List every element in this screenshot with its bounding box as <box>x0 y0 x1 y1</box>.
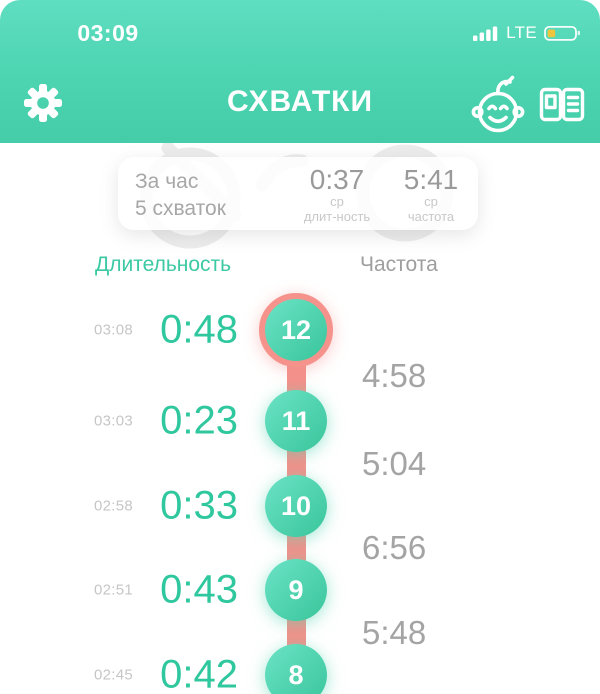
contraction-start-time: 02:51 <box>93 581 133 599</box>
contraction-bubble[interactable]: 12 <box>259 293 333 367</box>
contraction-duration: 0:23 <box>160 398 238 443</box>
avg-duration-value: 0:37 <box>309 164 365 195</box>
contraction-bubble[interactable]: 8 <box>265 644 327 694</box>
contraction-bubble[interactable]: 9 <box>265 559 327 621</box>
status-icons: LTE <box>473 23 584 43</box>
summary-period-line2: 5 схваток <box>135 197 226 220</box>
baby-mode-button[interactable] <box>469 74 527 136</box>
avg-duration-stat: 0:37 ср длит-ность <box>290 157 384 230</box>
interval-value: 6:56 <box>362 529 427 566</box>
column-header-duration: Длительность <box>95 253 232 276</box>
column-header-frequency: Частота <box>360 253 438 276</box>
contraction-start-time: 03:03 <box>93 412 133 430</box>
battery-icon <box>544 26 580 41</box>
contraction-start-time: 02:58 <box>93 497 133 515</box>
avg-frequency-stat: 5:41 ср частота <box>384 157 478 230</box>
summary-card: За час 5 схваток 0:37 ср длит-ность 5:41… <box>118 157 478 230</box>
summary-period: За час 5 схваток <box>135 168 290 230</box>
signal-strength-icon <box>473 26 498 41</box>
interval-value: 5:04 <box>362 445 427 482</box>
contraction-list[interactable]: 03:08 0:48 12 4:58 03:03 0:23 11 5:04 02… <box>0 280 600 694</box>
interval-value: 5:48 <box>362 614 427 651</box>
interval-value: 4:58 <box>362 357 427 394</box>
baby-face-icon <box>471 75 525 133</box>
page-title: СХВАТКИ <box>226 85 374 118</box>
contraction-number: 12 <box>280 314 312 345</box>
open-book-icon <box>539 87 585 122</box>
avg-frequency-label-2: частота <box>407 208 455 224</box>
contraction-duration: 0:43 <box>160 567 238 612</box>
header-actions <box>469 74 586 136</box>
contraction-start-time: 03:08 <box>93 321 133 339</box>
gear-icon <box>24 84 62 122</box>
contraction-start-time: 02:45 <box>93 666 133 684</box>
status-time: 03:09 <box>77 20 139 46</box>
contraction-number: 9 <box>288 574 304 605</box>
settings-button[interactable] <box>22 82 64 124</box>
avg-duration-label-2: длит-ность <box>303 208 371 224</box>
contraction-number: 8 <box>288 659 304 690</box>
contraction-duration: 0:42 <box>160 652 238 694</box>
avg-frequency-label-1: ср <box>424 194 438 209</box>
journal-button[interactable] <box>538 84 586 126</box>
header: 03:09 LTE <box>0 0 600 143</box>
contraction-number: 11 <box>281 405 311 436</box>
contraction-duration: 0:33 <box>160 483 238 528</box>
network-label: LTE <box>506 23 537 42</box>
contraction-duration: 0:48 <box>160 307 238 352</box>
contraction-number: 10 <box>280 490 312 521</box>
contraction-bubble[interactable]: 11 <box>265 390 327 452</box>
summary-period-line1: За час <box>135 170 199 193</box>
contraction-bubble[interactable]: 10 <box>265 475 327 537</box>
avg-duration-label-1: ср <box>330 194 344 209</box>
avg-frequency-value: 5:41 <box>403 164 459 195</box>
